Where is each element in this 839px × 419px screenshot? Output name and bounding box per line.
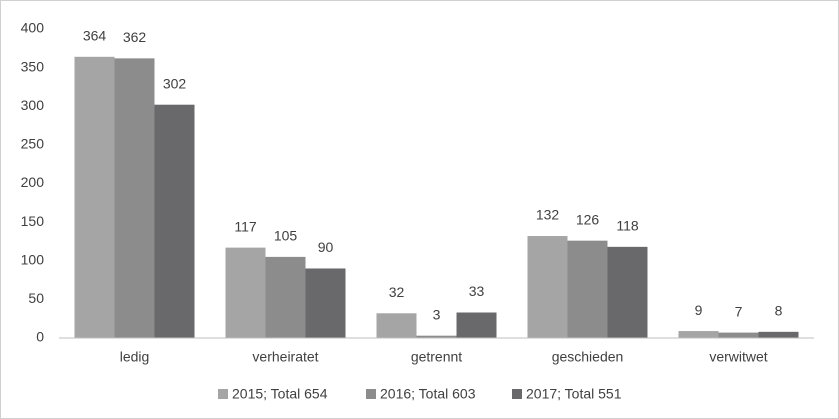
- data-label: 132: [536, 207, 560, 223]
- bar: [305, 268, 346, 338]
- x-tick-label: ledig: [120, 349, 150, 365]
- data-label: 105: [274, 228, 298, 244]
- bar: [74, 56, 115, 339]
- y-tick-label: 400: [21, 20, 45, 36]
- data-label: 7: [735, 303, 743, 319]
- bar: [567, 240, 608, 338]
- x-tick-label: geschieden: [552, 349, 624, 365]
- data-label: 3: [433, 306, 441, 322]
- legend-label: 2016; Total 603: [380, 386, 476, 402]
- x-tick-label: verwitwet: [709, 349, 767, 365]
- data-label: 126: [576, 211, 600, 227]
- x-tick-label: verheiratet: [252, 349, 318, 365]
- legend-swatch: [512, 389, 522, 399]
- bar: [607, 246, 648, 338]
- data-label: 33: [469, 283, 485, 299]
- bar: [154, 104, 195, 338]
- y-tick-label: 150: [21, 213, 45, 229]
- bar: [758, 331, 799, 338]
- y-tick-label: 300: [21, 97, 45, 113]
- data-label: 362: [123, 29, 147, 45]
- data-label: 117: [234, 218, 257, 234]
- data-label: 118: [616, 218, 639, 234]
- bar: [718, 332, 759, 338]
- data-label: 8: [775, 303, 783, 319]
- y-tick-label: 50: [28, 290, 44, 306]
- bar: [114, 58, 155, 338]
- bar: [678, 331, 719, 338]
- legend-label: 2017; Total 551: [526, 386, 622, 402]
- data-label: 302: [163, 75, 187, 91]
- y-tick-label: 350: [21, 58, 45, 74]
- y-tick-label: 250: [21, 136, 45, 152]
- bar: [225, 247, 266, 338]
- data-label: 90: [318, 239, 334, 255]
- x-tick-label: getrennt: [411, 349, 462, 365]
- data-label: 364: [83, 28, 107, 44]
- y-tick-label: 0: [36, 329, 44, 345]
- bar: [456, 312, 497, 338]
- data-label: 32: [389, 284, 405, 300]
- y-tick-label: 200: [21, 174, 45, 190]
- bar: [376, 313, 417, 338]
- bar: [265, 256, 306, 338]
- legend-swatch: [218, 389, 228, 399]
- bar: [416, 335, 457, 338]
- data-label: 9: [695, 302, 703, 318]
- legend-swatch: [366, 389, 376, 399]
- bar: [527, 236, 568, 338]
- y-tick-label: 100: [21, 251, 45, 267]
- legend-label: 2015; Total 654: [232, 386, 328, 402]
